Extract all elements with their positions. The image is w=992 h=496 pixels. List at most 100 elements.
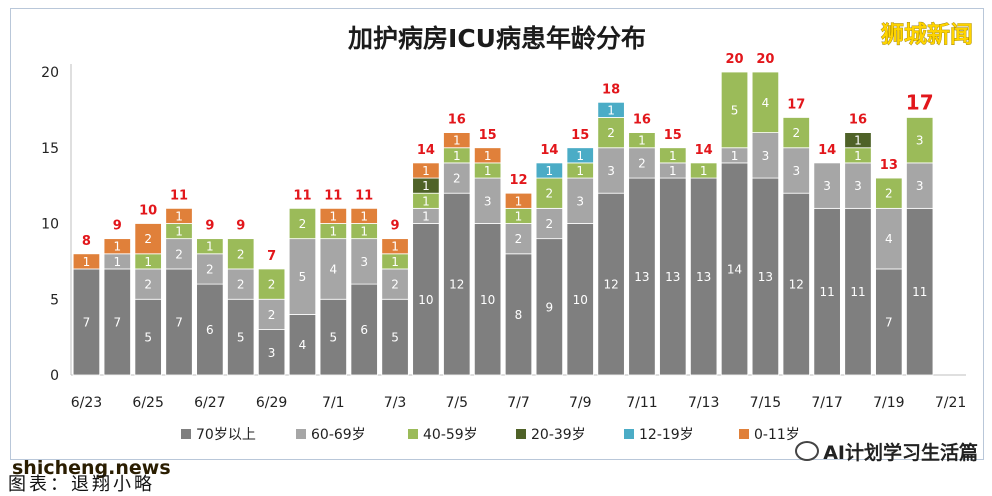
- bar-segment: [196, 253, 224, 285]
- segment-value-label: 1: [391, 255, 399, 269]
- x-tick-label: 7/21: [935, 395, 966, 411]
- segment-value-label: 12: [603, 278, 618, 292]
- bar-segment: [566, 147, 594, 164]
- segment-value-label: 1: [83, 255, 91, 269]
- bar-segment: [566, 177, 594, 224]
- segment-value-label: 1: [422, 209, 430, 223]
- x-tick-label: 6/27: [194, 395, 225, 411]
- bar-total-label: 17: [906, 90, 934, 114]
- bar-segment: [504, 253, 533, 376]
- segment-value-label: 2: [638, 156, 646, 170]
- bar-segment: [628, 132, 656, 149]
- chart-frame: 加护病房ICU病患年龄分布 狮城新闻 0 5 10 15 20 6/23 6/25 6/27 6…: [10, 8, 984, 460]
- bar-segment: [906, 207, 934, 376]
- bar-segment: [751, 177, 780, 376]
- segment-value-label: 4: [885, 232, 893, 246]
- bar-total-label: 17: [787, 97, 805, 112]
- wechat-icon: [795, 441, 820, 461]
- x-tick-label: 6/23: [71, 395, 102, 411]
- segment-value-label: 1: [113, 255, 121, 269]
- y-tick-label: 0: [50, 368, 59, 384]
- bar-segment: [227, 298, 255, 376]
- segment-value-label: 5: [144, 331, 152, 345]
- bar-segment: [720, 71, 749, 149]
- segment-value-label: 12: [789, 278, 804, 292]
- bar-segment: [257, 268, 286, 300]
- bar-segment: [165, 207, 193, 224]
- segment-value-label: 2: [206, 262, 214, 276]
- bar-segment: [659, 147, 687, 164]
- y-tick-label: 10: [41, 217, 59, 233]
- segment-value-label: 1: [576, 149, 584, 163]
- segment-value-label: 3: [360, 255, 368, 269]
- segment-value-label: 3: [823, 179, 831, 193]
- segment-value-label: 10: [418, 293, 433, 307]
- caption: 图表：退翔小略: [8, 474, 155, 495]
- segment-value-label: 3: [916, 179, 924, 193]
- bar-total-label: 14: [818, 143, 836, 158]
- segment-value-label: 3: [792, 164, 800, 178]
- bar-segment: [535, 207, 564, 240]
- bar-segment: [906, 117, 934, 164]
- x-tick-label: 7/5: [446, 395, 469, 411]
- brand-logo-text: 狮城新闻: [881, 21, 973, 48]
- legend-swatch: [181, 429, 191, 439]
- bar-segment: [381, 238, 409, 255]
- bar-segment: [813, 207, 841, 376]
- wechat-account-label: AI计划学习生活篇: [795, 438, 978, 465]
- segment-value-label: 1: [669, 149, 677, 163]
- segment-value-label: 2: [268, 278, 276, 292]
- bar-segment: [350, 283, 378, 376]
- segment-value-label: 2: [144, 278, 152, 292]
- watermark: shicheng.news: [12, 457, 171, 479]
- segment-value-label: 6: [360, 323, 368, 337]
- bar-segment: [72, 253, 101, 270]
- bar-segment: [319, 298, 347, 376]
- segment-value-label: 1: [576, 164, 584, 178]
- legend-entry-label: 20-39岁: [531, 427, 586, 443]
- segment-value-label: 1: [453, 149, 461, 163]
- segment-value-label: 5: [237, 331, 245, 345]
- bar-segment: [844, 162, 872, 209]
- bar-total-label: 10: [139, 204, 157, 219]
- bar-segment: [844, 207, 872, 376]
- segment-value-label: 4: [330, 262, 338, 276]
- bar-segment: [412, 162, 440, 179]
- bar-segment: [196, 283, 224, 376]
- segment-value-label: 2: [391, 278, 399, 292]
- segment-value-label: 2: [237, 278, 245, 292]
- bar-total-label: 15: [479, 128, 497, 143]
- bar-total-label: 9: [236, 219, 245, 234]
- bar-segment: [782, 192, 810, 376]
- segment-value-label: 2: [546, 187, 554, 201]
- segment-value-label: 14: [727, 262, 742, 276]
- bar-segment: [103, 238, 131, 255]
- segment-value-label: 1: [731, 149, 739, 163]
- segment-value-label: 1: [175, 209, 183, 223]
- legend-swatch: [624, 429, 634, 439]
- bar-segment: [906, 162, 934, 209]
- bar-total-label: 14: [417, 143, 435, 158]
- x-tick-label: 7/7: [507, 395, 530, 411]
- segment-value-label: 7: [885, 315, 893, 329]
- segment-value-label: 1: [453, 134, 461, 148]
- bar-total-label: 11: [355, 188, 373, 203]
- segment-value-label: 1: [330, 209, 338, 223]
- segment-value-label: 2: [607, 126, 615, 140]
- bar-total-label: 18: [602, 82, 620, 97]
- segment-value-label: 1: [515, 209, 523, 223]
- y-tick-label: 5: [50, 292, 59, 308]
- bar-total-label: 11: [293, 188, 311, 203]
- x-tick-label: 6/29: [256, 395, 287, 411]
- bar-segment: [134, 268, 162, 300]
- x-tick-label: 6/25: [132, 395, 163, 411]
- segment-value-label: 1: [515, 194, 523, 208]
- segment-value-label: 1: [854, 134, 862, 148]
- bar-segment: [751, 71, 780, 133]
- bar-segment: [412, 223, 440, 376]
- segment-value-label: 3: [484, 194, 492, 208]
- bar-total-label: 11: [324, 188, 342, 203]
- segment-value-label: 7: [83, 315, 91, 329]
